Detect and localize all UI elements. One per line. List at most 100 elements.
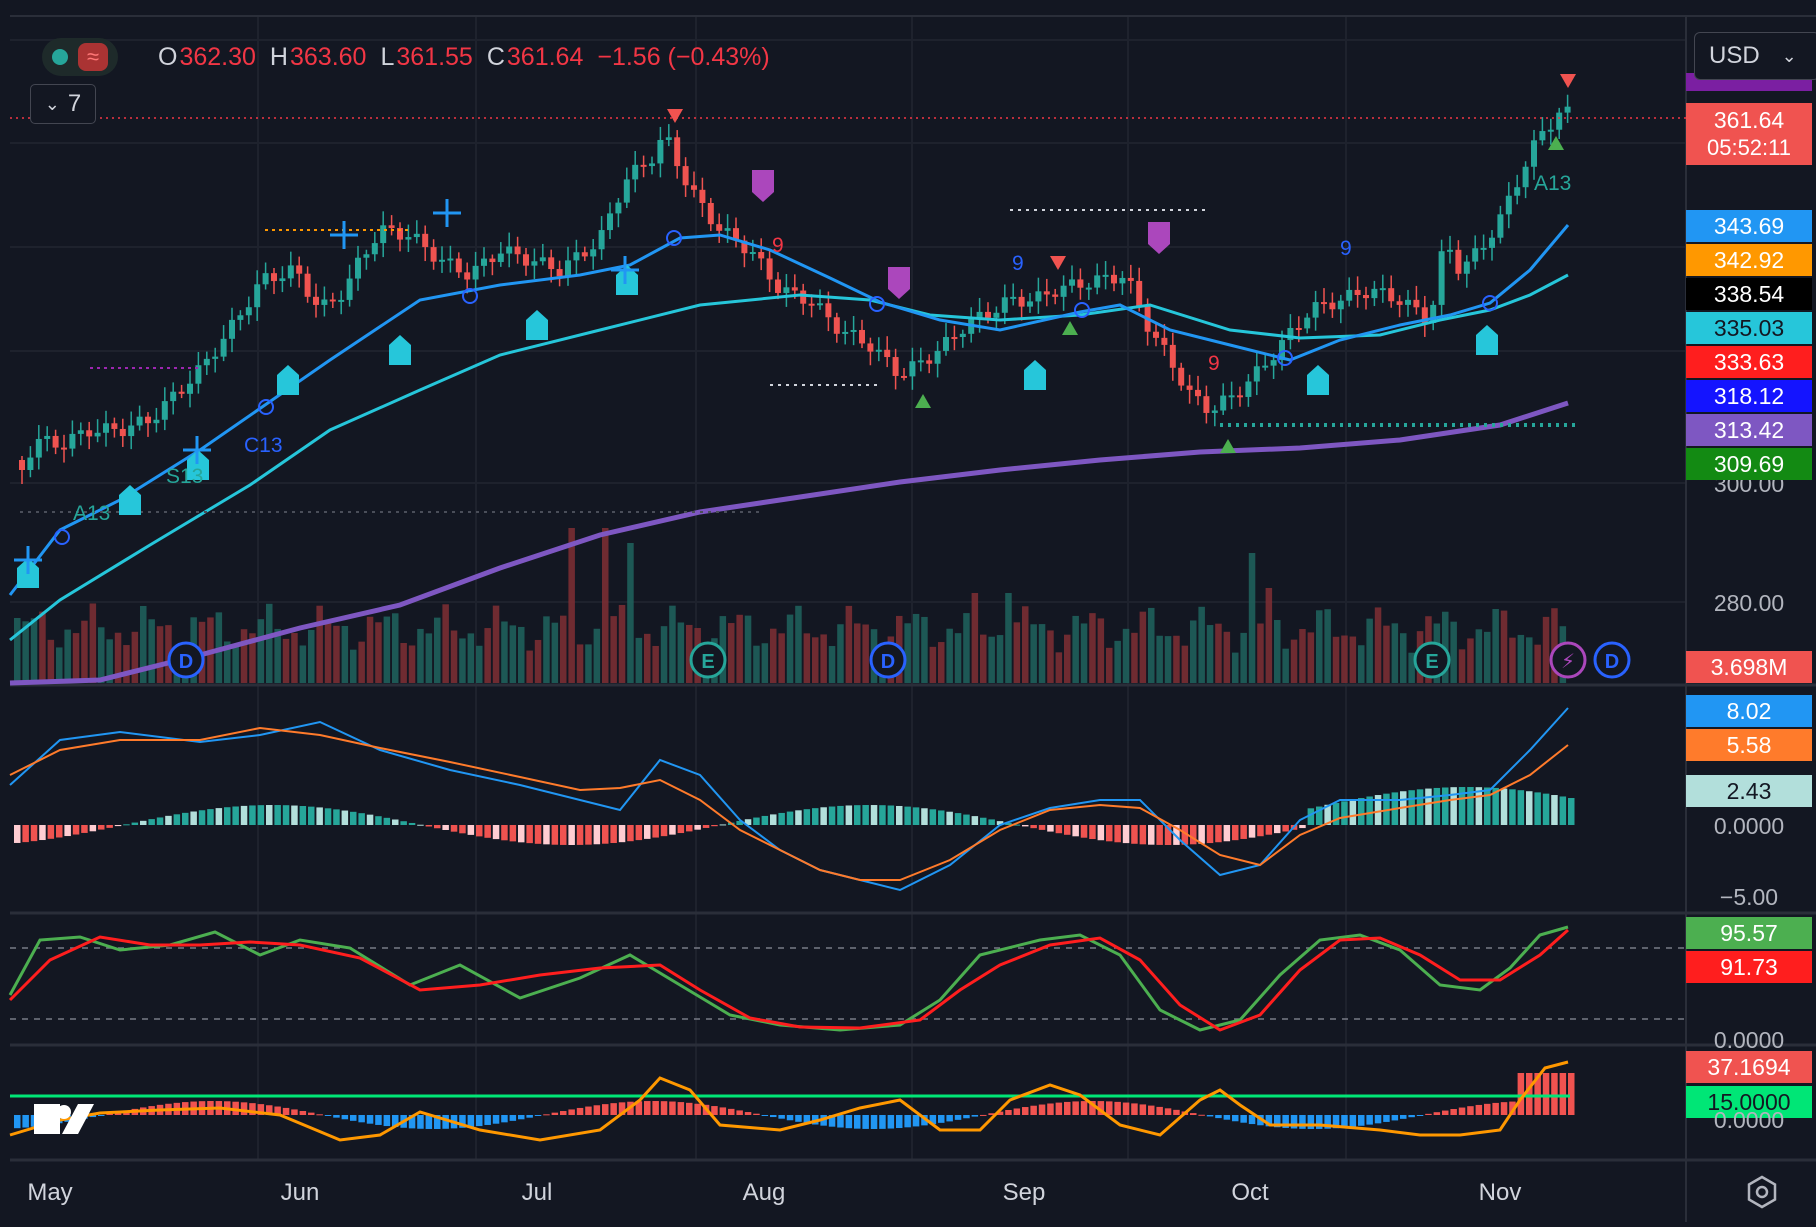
volume-bar: [282, 638, 290, 683]
currency-select[interactable]: USD ⌄: [1694, 32, 1816, 80]
wave-icon[interactable]: ≈: [78, 43, 108, 71]
count-label: S13: [166, 465, 203, 488]
adx-bar: [963, 1115, 970, 1119]
macd-bar: [1156, 825, 1163, 845]
candle-body: [791, 287, 798, 291]
adx-bar: [299, 1110, 307, 1115]
adx-bar: [518, 1115, 525, 1120]
adx-bar: [291, 1109, 298, 1115]
macd-bar: [938, 810, 945, 825]
adx-bar: [1467, 1106, 1474, 1115]
candle-body: [573, 252, 580, 261]
volume-bar: [1173, 635, 1180, 683]
volume-bar: [392, 613, 399, 683]
macd-bar: [98, 825, 105, 830]
volume-bar: [1122, 628, 1130, 683]
candle-body: [783, 287, 790, 293]
macd-badge-text: 2.43: [1727, 778, 1772, 804]
adx-bar: [602, 1104, 609, 1115]
macd-bar: [954, 813, 962, 825]
volume-bar: [551, 622, 559, 683]
volume-bar: [938, 642, 945, 683]
buy-arrow-icon: [277, 365, 299, 395]
volume-bar: [366, 616, 374, 683]
candle-body: [262, 273, 269, 285]
time-axis-label: Oct: [1231, 1179, 1269, 1206]
macd-bar: [770, 814, 777, 825]
candle-body: [1329, 302, 1336, 310]
volume-bar: [1240, 632, 1247, 683]
macd-bar: [1080, 825, 1088, 838]
adx-bar: [1282, 1115, 1289, 1128]
macd-bar: [106, 825, 113, 828]
adx-bar: [1064, 1101, 1071, 1115]
adx-bar: [1374, 1115, 1382, 1124]
candle-body: [691, 185, 697, 190]
volume-bar: [1030, 624, 1037, 683]
adx-bar: [1089, 1101, 1096, 1115]
candle-body: [741, 240, 748, 254]
event-marker[interactable]: [1549, 641, 1587, 679]
adx-bar: [358, 1115, 365, 1123]
macd-bar: [702, 825, 710, 828]
macd-bar: [198, 810, 206, 825]
adx-line: [9, 1060, 1569, 1142]
adx-bar: [568, 1109, 575, 1115]
candle-body: [1077, 279, 1084, 288]
macd-bar: [1450, 787, 1457, 825]
candle-body: [682, 166, 689, 186]
candle-body: [1505, 195, 1512, 215]
candle-body: [775, 279, 781, 293]
adx-bar: [1072, 1101, 1079, 1115]
event-marker[interactable]: [167, 641, 205, 679]
adx-bar: [324, 1115, 332, 1116]
macd-badge: [1686, 775, 1812, 807]
pivot-circle-icon: [1277, 350, 1293, 366]
volume-bar: [854, 623, 861, 683]
visibility-dot-icon[interactable]: [52, 49, 68, 65]
indicator-toggle-pill[interactable]: ≈: [42, 38, 118, 76]
currency-value: USD: [1709, 42, 1760, 69]
macd-bar: [266, 805, 273, 825]
time-axis-label: Aug: [743, 1179, 786, 1206]
candle-body: [1371, 288, 1378, 299]
event-marker[interactable]: [689, 641, 727, 679]
candle-body: [86, 430, 93, 437]
candle-body: [439, 259, 445, 262]
adx-bar: [929, 1115, 937, 1125]
collapse-indicators-button[interactable]: ⌄ 7: [30, 84, 96, 124]
macd-bar: [854, 805, 861, 825]
candle-body: [203, 358, 210, 366]
candle-body: [27, 457, 34, 470]
adx-bar: [1223, 1115, 1231, 1120]
adx-bar: [509, 1115, 517, 1121]
candle-body: [724, 228, 731, 231]
macd-bar: [610, 825, 617, 844]
volume-bar: [1131, 632, 1138, 683]
volume-bar: [568, 528, 575, 683]
candle-body: [237, 315, 244, 320]
cross-marker-icon: [14, 546, 42, 574]
candle-body: [707, 202, 714, 225]
event-marker[interactable]: [1593, 641, 1631, 679]
volume-bar: [249, 633, 256, 683]
macd-bar: [526, 825, 533, 844]
candle-body: [1178, 367, 1185, 386]
event-marker[interactable]: [869, 641, 907, 679]
volume-bar: [1509, 637, 1516, 683]
event-marker[interactable]: [1413, 641, 1451, 679]
candle-body: [1027, 301, 1033, 307]
volume-bar: [148, 619, 155, 683]
adx-bar: [1442, 1110, 1449, 1115]
cross-marker-icon: [433, 199, 461, 227]
adx-bar: [1542, 1073, 1550, 1115]
candle-body: [909, 361, 916, 377]
candle-body: [1102, 274, 1109, 277]
macd-bar: [845, 805, 853, 825]
volume-bar: [425, 633, 433, 683]
price-badge-text: 335.03: [1714, 315, 1784, 341]
adx-bar: [408, 1115, 416, 1129]
chart-settings-icon[interactable]: [1744, 1174, 1780, 1210]
